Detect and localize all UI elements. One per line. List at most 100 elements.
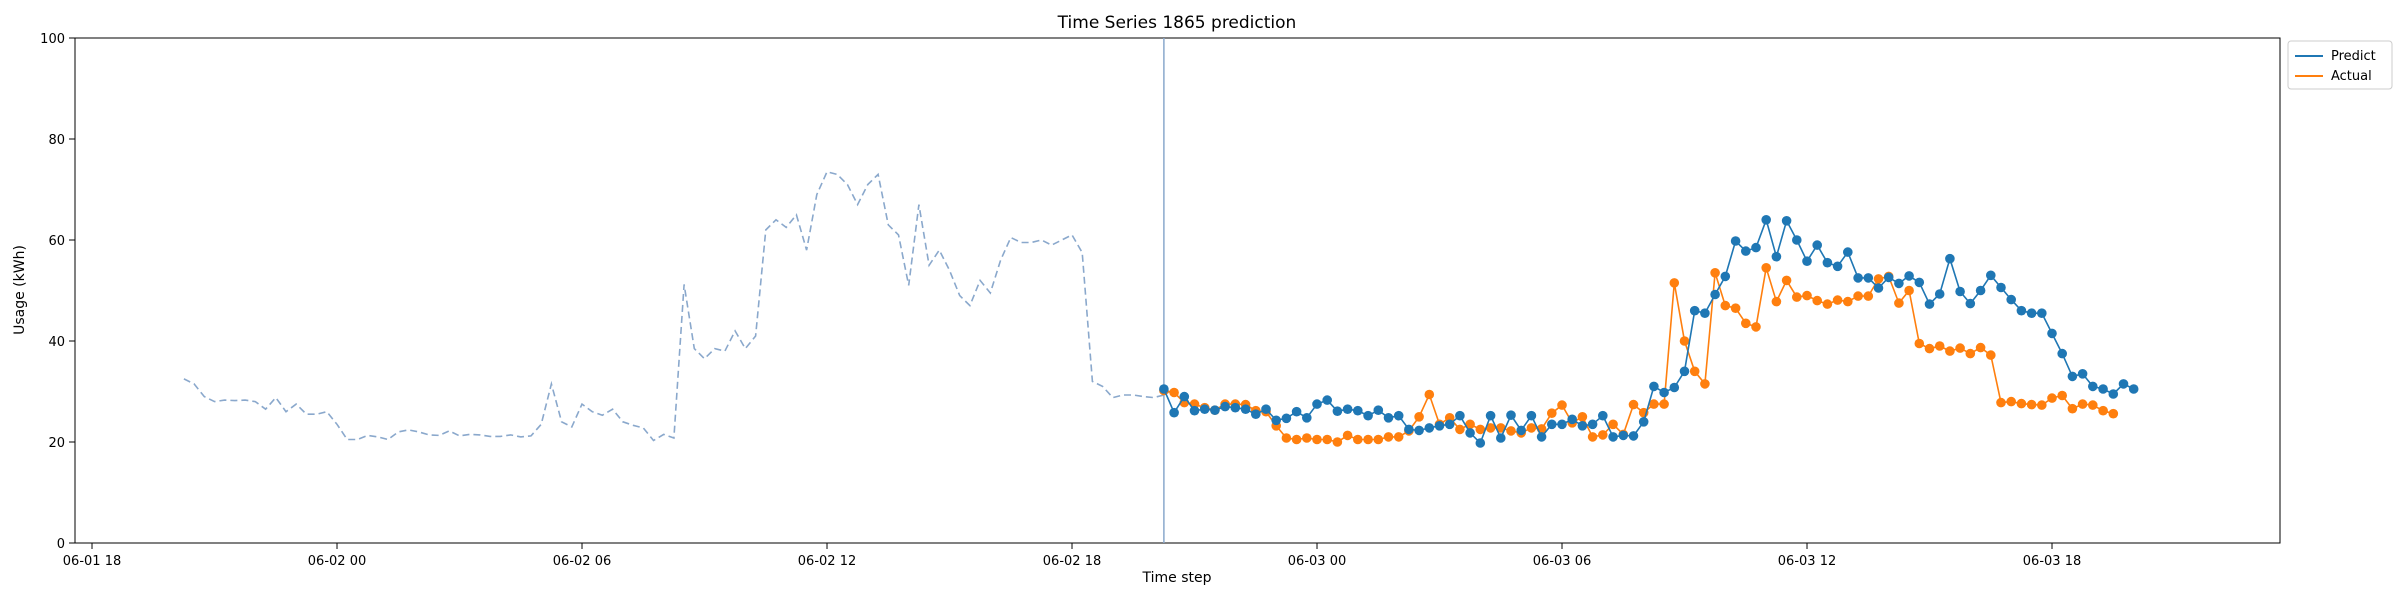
predict-point <box>1332 406 1343 417</box>
predict-point <box>1679 366 1690 377</box>
predict-point <box>1904 271 1914 281</box>
actual-point <box>1689 366 1700 377</box>
actual-point <box>1822 299 1833 309</box>
actual-point <box>1853 291 1863 301</box>
predict-point <box>1822 257 1833 268</box>
predict-point <box>1475 438 1486 448</box>
actual-point <box>1781 275 1792 286</box>
y-axis: 0 20 40 60 80 100 <box>40 32 75 552</box>
actual-point <box>1485 423 1496 433</box>
predict-point <box>2108 389 2119 399</box>
predict-point <box>1802 256 1812 267</box>
predict-point <box>1465 428 1475 438</box>
predict-point <box>1618 430 1629 441</box>
predict-point <box>1761 215 1771 225</box>
legend-predict-label: Predict <box>2331 49 2376 64</box>
predict-point <box>1189 405 1200 416</box>
actual-point <box>1996 397 2006 408</box>
predict-point <box>2118 379 2129 389</box>
actual-point <box>1526 423 1537 433</box>
predict-point <box>1924 299 1935 309</box>
actual-point <box>2037 400 2047 410</box>
predict-point <box>1363 410 1373 421</box>
predict-point <box>1414 425 1424 436</box>
predict-point <box>1873 283 1884 293</box>
actual-point <box>1904 285 1914 296</box>
predict-point <box>1230 402 1241 413</box>
actual-point <box>1914 338 1925 349</box>
actual-point <box>1587 432 1598 442</box>
predict-point <box>1261 404 1271 415</box>
x-tick-label: 06-02 06 <box>553 554 611 569</box>
legend: Predict Actual <box>2287 40 2393 90</box>
predict-point <box>1649 381 1659 392</box>
actual-point <box>1741 318 1751 329</box>
actual-point <box>1628 399 1639 410</box>
actual-point <box>1608 419 1618 430</box>
predict-series-points <box>1159 215 2139 448</box>
actual-point <box>1506 426 1516 436</box>
actual-point <box>2098 405 2108 416</box>
predict-point <box>1598 410 1608 421</box>
y-axis-label: Usage (kWh) <box>12 245 28 335</box>
y-tick-label: 100 <box>40 32 65 47</box>
predict-point <box>1669 382 1680 393</box>
predict-point <box>1689 305 1700 316</box>
predict-point <box>1159 384 1169 394</box>
predict-point <box>1883 272 1894 283</box>
actual-point <box>1342 430 1353 441</box>
predict-point <box>1281 413 1292 424</box>
predict-point <box>1771 251 1782 262</box>
chart-title: Time Series 1865 prediction <box>1057 13 1297 33</box>
predict-point <box>2026 308 2037 319</box>
predict-point <box>1700 308 1710 319</box>
predict-point <box>1312 399 1322 409</box>
predict-point <box>1945 253 1955 264</box>
predict-point <box>1373 405 1384 416</box>
actual-point <box>2047 393 2057 403</box>
x-tick-label: 06-03 12 <box>1778 554 1836 569</box>
actual-point <box>1894 298 1904 308</box>
actual-point <box>1363 434 1373 445</box>
predict-point <box>1832 261 1843 272</box>
actual-point <box>1812 295 1822 306</box>
predict-point <box>1455 410 1465 421</box>
actual-point <box>1975 342 1986 353</box>
actual-point <box>2026 399 2037 410</box>
actual-point <box>1496 423 1506 433</box>
x-tick-label: 06-02 18 <box>1043 554 1101 569</box>
y-tick-label: 60 <box>48 234 65 249</box>
actual-point <box>1802 290 1812 301</box>
predict-point <box>1179 391 1190 402</box>
predict-point <box>2088 381 2098 392</box>
x-tick-label: 06-01 18 <box>63 554 121 569</box>
actual-point <box>1700 379 1710 389</box>
predict-point <box>2047 328 2057 339</box>
y-tick-label: 20 <box>48 436 65 451</box>
actual-point <box>1792 292 1802 302</box>
actual-point <box>1577 412 1588 422</box>
predict-point <box>1506 410 1516 421</box>
predict-point <box>2098 384 2108 394</box>
predict-point <box>1914 277 1925 288</box>
predict-point <box>1843 247 1853 257</box>
predict-point <box>1210 405 1220 416</box>
predict-point <box>1751 242 1761 253</box>
actual-point <box>1312 434 1322 445</box>
actual-series-line <box>1163 267 2114 443</box>
predict-point <box>1169 407 1179 418</box>
actual-point <box>1679 336 1690 346</box>
actual-point <box>1986 350 1996 360</box>
predict-point <box>1567 414 1577 425</box>
actual-point <box>1322 434 1332 445</box>
predict-point <box>1730 236 1741 246</box>
predict-point <box>1975 285 1986 296</box>
actual-point <box>1649 399 1659 409</box>
actual-point <box>1332 437 1343 447</box>
actual-point <box>1659 399 1669 409</box>
predict-point <box>1393 410 1404 421</box>
actual-point <box>1475 424 1486 435</box>
actual-point <box>1771 296 1782 307</box>
